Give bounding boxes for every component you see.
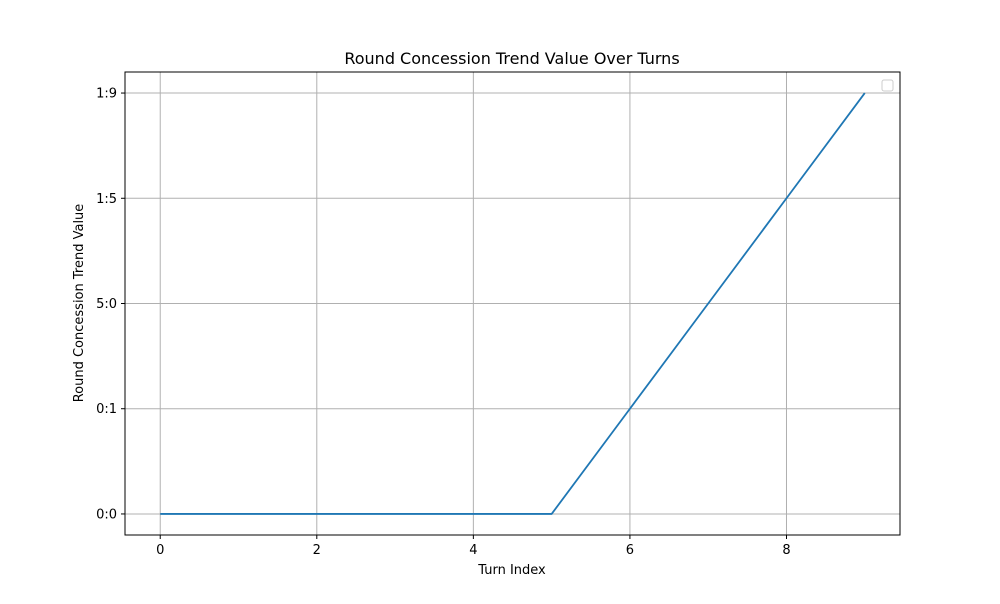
x-tick-label: 6 [626, 543, 634, 558]
y-tick-label: 0:0 [96, 507, 117, 522]
x-axis-label: Turn Index [477, 563, 546, 578]
y-tick-label: 1:5 [96, 192, 117, 207]
series-line [160, 92, 866, 515]
series-layer [160, 92, 866, 515]
x-ticks: 0 2 4 6 8 [156, 535, 791, 558]
y-ticks: 0:0 0:1 5:0 1:5 1:9 [96, 87, 125, 522]
y-tick-label: 5:0 [96, 297, 117, 312]
y-tick-label: 1:9 [96, 87, 117, 102]
x-tick-label: 4 [469, 543, 477, 558]
x-tick-label: 8 [782, 543, 790, 558]
x-tick-label: 2 [313, 543, 321, 558]
y-tick-label: 0:1 [96, 402, 117, 417]
legend-box [881, 79, 894, 92]
y-axis-label: Round Concession Trend Value [72, 204, 87, 403]
x-tick-label: 0 [156, 543, 164, 558]
chart-title: Round Concession Trend Value Over Turns [344, 49, 679, 68]
